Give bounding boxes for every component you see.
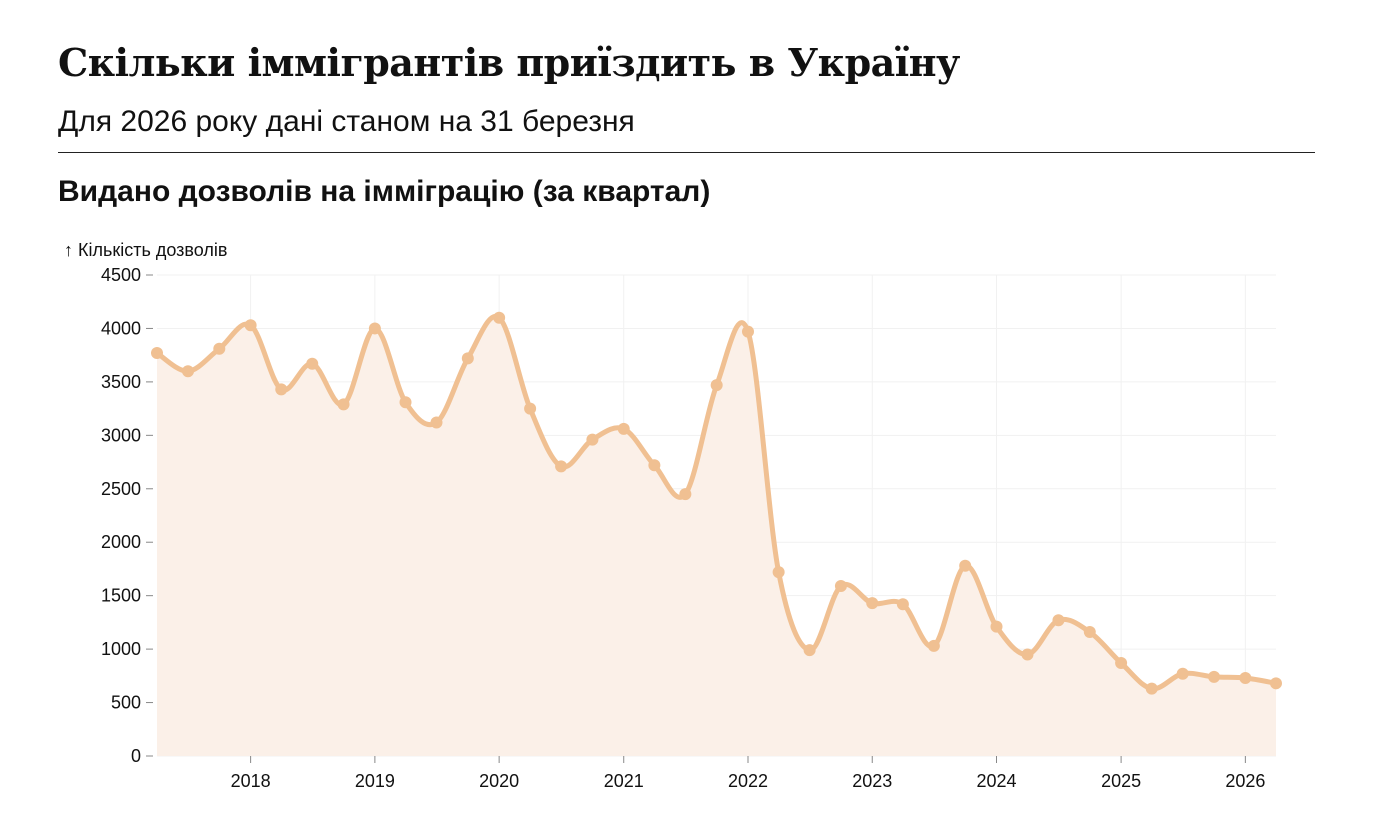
x-tick-label: 2023	[852, 771, 892, 791]
data-point	[741, 325, 754, 338]
data-point	[1115, 657, 1128, 670]
data-point	[772, 566, 785, 579]
data-point	[866, 597, 879, 610]
page-title: Скільки іммігрантів приїздить в Україну	[58, 40, 960, 85]
data-point	[679, 488, 692, 501]
y-axis-label: ↑ Кількість дозволів	[64, 240, 227, 260]
data-point	[337, 398, 350, 411]
data-point	[959, 559, 972, 572]
data-point	[1021, 648, 1034, 661]
x-tick-label: 2020	[479, 771, 519, 791]
y-axis: 0 500 1000 1500 2000 2500 3000 3500 4000 4500	[101, 265, 153, 766]
data-point	[990, 620, 1003, 633]
data-point	[461, 352, 474, 365]
data-point	[710, 379, 723, 392]
data-point	[586, 433, 599, 446]
page-subtitle: Для 2026 року дані станом на 31 березня	[58, 105, 635, 138]
chart-title: Видано дозволів на імміграцію (за кварта…	[58, 175, 711, 208]
data-point	[244, 319, 257, 332]
data-point	[617, 422, 630, 435]
data-point	[834, 580, 847, 593]
data-point	[1052, 614, 1065, 627]
y-tick-label: 4000	[101, 318, 141, 338]
x-tick-label: 2019	[355, 771, 395, 791]
x-tick-label: 2025	[1101, 771, 1141, 791]
data-point	[275, 383, 288, 396]
data-point	[213, 342, 226, 355]
data-point	[368, 322, 381, 335]
data-point	[1270, 677, 1282, 690]
y-tick-label: 2500	[101, 479, 141, 499]
y-tick-label: 3000	[101, 425, 141, 445]
x-axis: 2018 2019 2020 2021 2022 2023 2024 2025 2026	[231, 756, 1265, 791]
x-tick-label: 2021	[604, 771, 644, 791]
data-point	[1083, 626, 1096, 639]
x-tick-label: 2024	[976, 771, 1016, 791]
y-tick-label: 0	[131, 746, 141, 766]
series-line	[154, 313, 1279, 692]
data-point	[896, 598, 909, 611]
data-point	[927, 639, 940, 652]
data-point	[648, 459, 661, 472]
data-point	[493, 311, 506, 324]
y-tick-label: 1500	[101, 586, 141, 606]
divider	[58, 152, 1315, 153]
x-tick-label: 2026	[1225, 771, 1265, 791]
data-point	[1208, 670, 1221, 683]
data-point	[524, 402, 537, 415]
data-point	[151, 347, 163, 360]
data-point	[555, 460, 568, 473]
data-point	[1239, 671, 1252, 684]
data-point	[399, 396, 412, 409]
data-point	[803, 644, 816, 657]
data-point	[181, 365, 194, 378]
data-point	[430, 416, 443, 429]
data-point	[1145, 682, 1158, 695]
data-point	[306, 357, 319, 370]
y-tick-label: 4500	[101, 265, 141, 285]
x-tick-label: 2018	[231, 771, 271, 791]
y-tick-label: 500	[111, 693, 141, 713]
data-points	[151, 311, 1282, 695]
y-tick-label: 2000	[101, 532, 141, 552]
x-tick-label: 2022	[728, 771, 768, 791]
y-tick-label: 1000	[101, 639, 141, 659]
y-tick-label: 3500	[101, 372, 141, 392]
data-point	[1176, 667, 1189, 680]
